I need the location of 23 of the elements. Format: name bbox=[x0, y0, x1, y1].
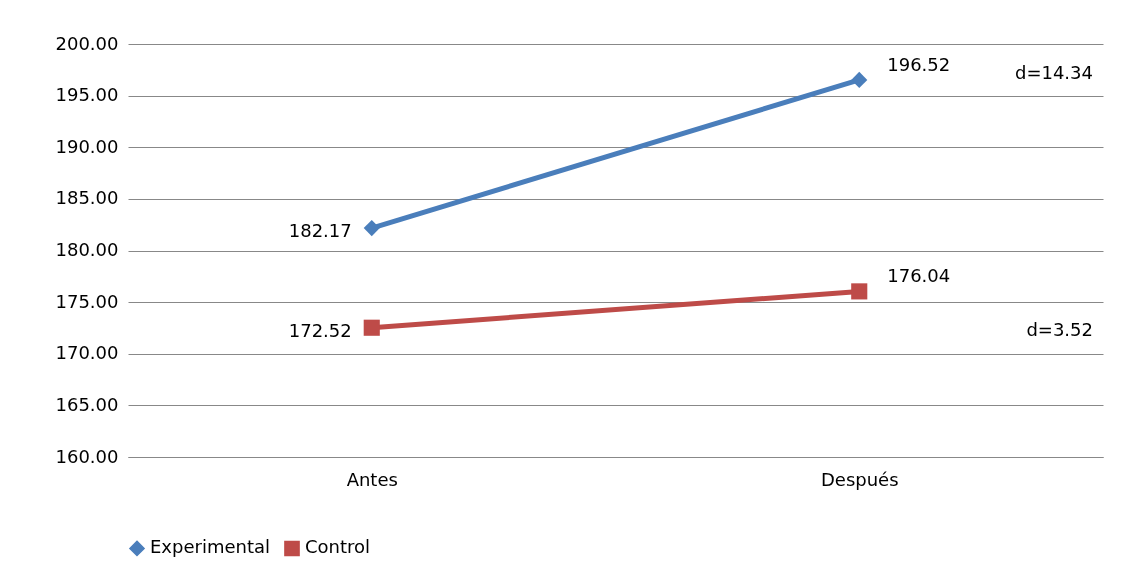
data-label: 196.52 bbox=[887, 53, 951, 75]
y-tick-label: 200.00 bbox=[55, 32, 119, 54]
point bbox=[851, 283, 868, 300]
y-tick-label: 190.00 bbox=[55, 135, 119, 157]
annotation: d=3.52 bbox=[1026, 319, 1093, 340]
legend-label: Control bbox=[305, 536, 371, 558]
y-tick-label: 185.00 bbox=[55, 187, 119, 209]
data-label: 172.52 bbox=[288, 319, 352, 341]
legend-label: Experimental bbox=[150, 536, 271, 558]
annotation: d=14.34 bbox=[1014, 62, 1093, 83]
y-tick-label: 175.00 bbox=[55, 290, 119, 312]
y-tick-label: 160.00 bbox=[55, 445, 119, 467]
y-tick-label: 165.00 bbox=[55, 393, 119, 415]
x-tick-label: Antes bbox=[346, 468, 398, 490]
data-label: 176.04 bbox=[887, 265, 951, 287]
data-label: 182.17 bbox=[288, 220, 352, 242]
y-tick-label: 170.00 bbox=[55, 342, 119, 364]
x-tick-label: Después bbox=[820, 468, 899, 490]
point bbox=[363, 220, 380, 237]
y-tick-label: 195.00 bbox=[55, 84, 119, 106]
y-tick-label: 180.00 bbox=[55, 239, 119, 260]
point bbox=[363, 319, 380, 336]
point bbox=[851, 71, 868, 88]
